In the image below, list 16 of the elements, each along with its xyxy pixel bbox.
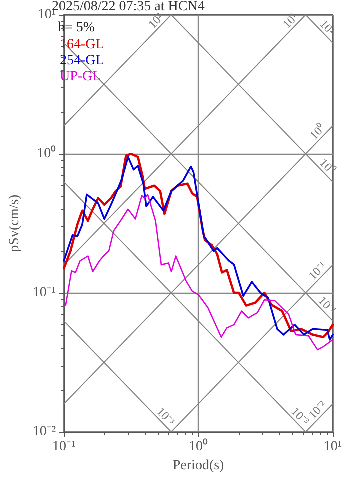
text: 10⁰ bbox=[317, 156, 338, 178]
text: 10⁻³ bbox=[154, 404, 178, 429]
y-axis-title: pSv(cm/s) bbox=[8, 194, 22, 252]
text: 10⁻¹ bbox=[316, 294, 340, 318]
x-tick-label: 10¹ bbox=[324, 440, 342, 455]
y-tick-label: 10⁻² bbox=[32, 424, 56, 440]
x-tick-label: 10⁰ bbox=[189, 438, 208, 455]
text: 164-GL bbox=[60, 38, 104, 52]
text: 10¹ bbox=[317, 16, 338, 38]
y-tick-label: 10⁰ bbox=[37, 146, 56, 162]
y-tick-label: 10⁻¹ bbox=[32, 286, 56, 301]
x-tick-label: 10⁻¹ bbox=[52, 440, 76, 455]
text: 10⁰ bbox=[306, 121, 328, 143]
text: 10⁻¹ bbox=[306, 258, 330, 283]
x-axis-title: Period(s) bbox=[172, 458, 225, 474]
text: 10¹ bbox=[280, 10, 302, 32]
